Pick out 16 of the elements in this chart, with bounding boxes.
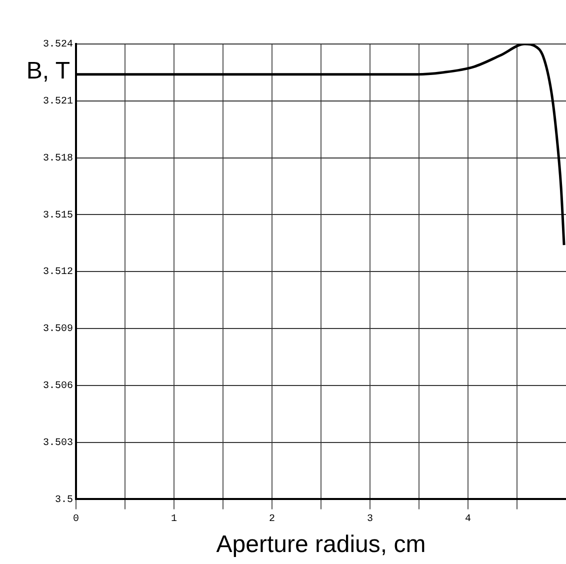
y-tick-label: 3.5	[54, 494, 74, 506]
x-tick-label: 2	[268, 514, 276, 525]
y-tick-label: 3.515	[42, 210, 74, 222]
y-axis-title: B, T	[26, 58, 70, 85]
y-tick-label: 3.518	[42, 153, 74, 164]
y-tick-label: 3.509	[42, 324, 74, 336]
y-tick-label: 3.521	[42, 96, 74, 108]
x-tick-label: 3	[366, 514, 374, 525]
x-tick-label: 4	[464, 514, 472, 525]
y-tick-label: 3.503	[42, 438, 74, 449]
y-tick-label: 3.512	[42, 267, 74, 278]
x-axis-title: Aperture radius, cm	[216, 531, 426, 558]
y-tick-label: 3.506	[42, 381, 74, 392]
x-tick-label: 1	[170, 514, 178, 525]
y-tick-label: 3.524	[42, 40, 74, 51]
x-tick-label: 0	[72, 514, 80, 525]
